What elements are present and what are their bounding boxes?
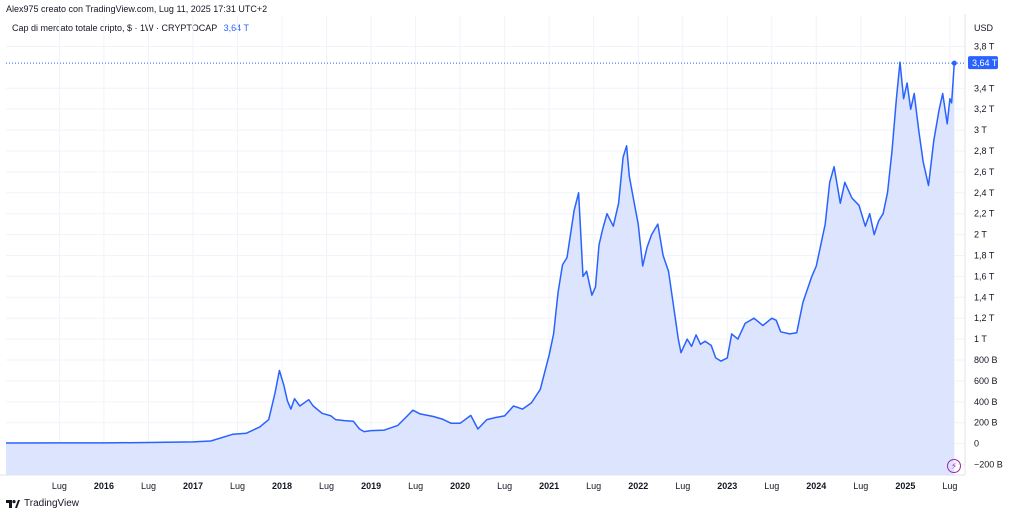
y-tick-label: 2 T (974, 230, 987, 240)
chart-legend[interactable]: Cap di mercato totale cripto, $ · 1W · C… (12, 23, 249, 33)
y-tick-label: 0 (974, 439, 979, 449)
last-value-label: 3,64 T (972, 58, 998, 68)
series-area (6, 62, 955, 475)
legend-title: Cap di mercato totale cripto, $ · 1W · C… (12, 23, 218, 33)
x-tick-label: 2022 (628, 481, 648, 491)
x-tick-label: 2018 (272, 481, 292, 491)
footer-brand[interactable]: TradingView (6, 498, 79, 509)
x-tick-label: Lug (853, 481, 868, 491)
x-tick-label: 2016 (94, 481, 114, 491)
chart-attribution: Alex975 creato con TradingView.com, Lug … (6, 4, 268, 14)
x-tick-label: Lug (942, 481, 957, 491)
y-tick-label: 3,2 T (974, 104, 995, 114)
y-tick-label: 2,4 T (974, 188, 995, 198)
y-tick-label: 2,8 T (974, 146, 995, 156)
x-tick-label: Lug (230, 481, 245, 491)
x-tick-label: 2023 (717, 481, 737, 491)
x-tick-label: 2019 (361, 481, 381, 491)
y-tick-label: 2,6 T (974, 167, 995, 177)
x-tick-label: 2020 (450, 481, 470, 491)
y-tick-label: 1,4 T (974, 292, 995, 302)
x-tick-label: 2021 (539, 481, 559, 491)
last-value-label-box (968, 56, 998, 70)
last-value-marker (951, 60, 957, 66)
x-tick-label: Lug (408, 481, 423, 491)
x-tick-label: Lug (141, 481, 156, 491)
legend-last-value: 3,64 T (223, 23, 249, 33)
x-tick-label: Lug (586, 481, 601, 491)
y-tick-label: 1,2 T (974, 313, 995, 323)
y-tick-label: 200 B (974, 418, 998, 428)
y-tick-label: 600 B (974, 376, 998, 386)
y-tick-label: 3 T (974, 125, 987, 135)
footer-brand-label: TradingView (24, 498, 80, 509)
series-line[interactable] (5, 61, 956, 444)
x-tick-label: Lug (497, 481, 512, 491)
y-tick-label: 400 B (974, 397, 998, 407)
x-tick-label: Lug (319, 481, 334, 491)
x-tick-label: Lug (764, 481, 779, 491)
x-tick-label: Lug (675, 481, 690, 491)
x-tick-label: 2024 (806, 481, 826, 491)
y-tick-label: 1 T (974, 334, 987, 344)
tradingview-logo-icon (6, 499, 20, 508)
y-tick-label: 1,6 T (974, 271, 995, 281)
lightning-bolt-icon[interactable]: ⚡ (947, 459, 961, 473)
price-axis-currency[interactable]: USD (974, 23, 994, 33)
y-tick-label: 3,4 T (974, 83, 995, 93)
x-tick-label: 2025 (895, 481, 915, 491)
y-tick-label: 1,8 T (974, 251, 995, 261)
x-tick-label: 2017 (183, 481, 203, 491)
x-tick-label: Lug (52, 481, 67, 491)
y-tick-label: −200 B (974, 460, 1003, 470)
y-tick-label: 2,2 T (974, 209, 995, 219)
y-tick-label: 3,8 T (974, 41, 995, 51)
y-tick-label: 800 B (974, 355, 998, 365)
